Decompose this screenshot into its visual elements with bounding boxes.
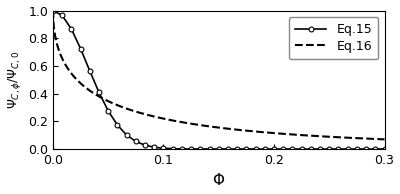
Eq.15 <box>161 147 166 149</box>
Eq.15 <box>318 148 322 150</box>
Eq.15 <box>327 148 332 150</box>
Eq.15 <box>97 91 102 94</box>
Eq.15 <box>106 110 111 112</box>
Eq.15 <box>124 134 129 136</box>
X-axis label: $\Phi$: $\Phi$ <box>212 172 225 188</box>
Eq.15 <box>69 28 74 30</box>
Eq.15 <box>262 148 267 150</box>
Line: Eq.15: Eq.15 <box>50 8 387 152</box>
Eq.15 <box>189 148 194 150</box>
Eq.16 <box>210 126 215 128</box>
Eq.15 <box>226 148 230 150</box>
Eq.15 <box>88 70 92 72</box>
Eq.15 <box>134 140 138 143</box>
Eq.16 <box>248 130 253 132</box>
Eq.15 <box>152 146 157 148</box>
Eq.16 <box>382 138 387 140</box>
Eq.15 <box>235 148 240 150</box>
Eq.15 <box>281 148 286 150</box>
Eq.15 <box>299 148 304 150</box>
Eq.15 <box>382 148 387 150</box>
Eq.15 <box>272 148 276 150</box>
Eq.15 <box>143 144 148 146</box>
Eq.15 <box>253 148 258 150</box>
Eq.16 <box>374 138 379 140</box>
Y-axis label: $\Psi_{C,\phi}/\Psi_{C,0}$: $\Psi_{C,\phi}/\Psi_{C,0}$ <box>6 51 22 109</box>
Eq.15 <box>60 14 64 17</box>
Line: Eq.16: Eq.16 <box>53 10 384 139</box>
Eq.15 <box>336 148 341 150</box>
Eq.15 <box>180 148 184 150</box>
Eq.15 <box>198 148 203 150</box>
Eq.15 <box>244 148 249 150</box>
Eq.16 <box>50 9 55 12</box>
Eq.16 <box>230 128 235 130</box>
Eq.15 <box>115 124 120 126</box>
Eq.15 <box>364 148 368 150</box>
Eq.15 <box>354 148 359 150</box>
Eq.15 <box>373 148 378 150</box>
Eq.15 <box>50 9 55 12</box>
Eq.15 <box>216 148 221 150</box>
Eq.15 <box>78 48 83 50</box>
Eq.15 <box>345 148 350 150</box>
Eq.16 <box>322 135 327 138</box>
Eq.15 <box>290 148 295 150</box>
Legend: Eq.15, Eq.16: Eq.15, Eq.16 <box>289 17 378 59</box>
Eq.15 <box>207 148 212 150</box>
Eq.16 <box>208 125 213 128</box>
Eq.15 <box>170 148 175 150</box>
Eq.15 <box>308 148 313 150</box>
